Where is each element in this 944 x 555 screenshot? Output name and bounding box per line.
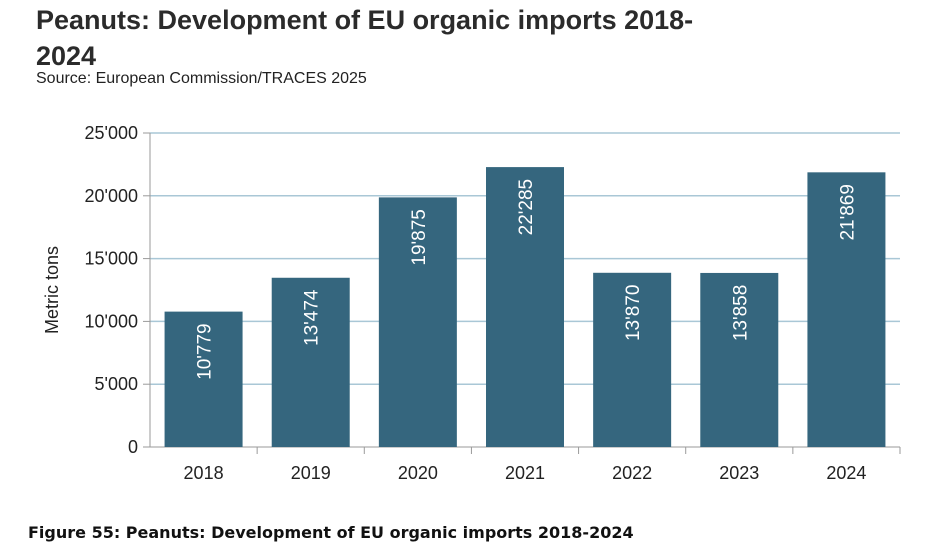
x-tick-label: 2023 (719, 463, 759, 483)
y-tick-label: 15'000 (85, 249, 139, 269)
data-label: 21'869 (837, 184, 858, 240)
x-tick-label: 2022 (612, 463, 652, 483)
data-label: 19'875 (409, 209, 430, 265)
y-tick-label: 5'000 (95, 374, 138, 394)
bar-2020 (378, 197, 457, 447)
y-tick-label: 10'000 (85, 311, 139, 331)
chart-title: Peanuts: Development of EU organic impor… (36, 2, 756, 74)
bar-2021 (486, 167, 564, 447)
x-tick-label: 2019 (291, 463, 331, 483)
x-tick-label: 2018 (184, 463, 224, 483)
chart-source: Source: European Commission/TRACES 2025 (36, 70, 367, 87)
x-tick-label: 2021 (505, 463, 545, 483)
y-tick-label: 25'000 (85, 123, 139, 143)
data-label: 22'285 (516, 179, 537, 235)
y-tick-label: 20'000 (85, 186, 139, 206)
bar-2023 (700, 272, 779, 447)
figure-caption: Figure 55: Peanuts: Development of EU or… (28, 523, 634, 542)
y-axis-title: Metric tons (42, 246, 62, 334)
data-label: 13'858 (730, 285, 751, 341)
bar-chart: 0 5'000 10'000 15'000 20'000 25'000 Metric ton… (42, 123, 901, 483)
data-label: 10'779 (195, 323, 216, 379)
x-tick-label: 2024 (826, 463, 866, 483)
bar-2019 (271, 277, 350, 447)
bar-2024 (807, 172, 886, 447)
y-tick-label: 0 (128, 437, 138, 457)
chart-title-line1: Peanuts: Development of EU organic impor… (36, 5, 694, 35)
x-tick-label: 2020 (398, 463, 438, 483)
data-label: 13'870 (623, 285, 644, 341)
bar-2018 (164, 311, 243, 447)
chart-title-line2: 2024 (36, 41, 97, 71)
bar-2022 (593, 272, 672, 447)
data-label: 13'474 (302, 289, 323, 346)
